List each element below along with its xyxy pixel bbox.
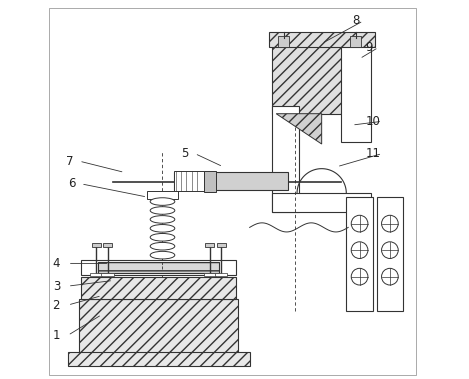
Polygon shape (276, 114, 322, 144)
Text: 4: 4 (53, 257, 60, 270)
Circle shape (382, 242, 398, 258)
Circle shape (351, 242, 368, 258)
Bar (68, 352, 250, 366)
Bar (204, 171, 216, 192)
Text: 5: 5 (182, 147, 189, 160)
Bar (101, 273, 113, 276)
Bar (91, 243, 101, 247)
Circle shape (382, 215, 398, 232)
Bar (272, 193, 371, 212)
Bar (272, 45, 348, 114)
Ellipse shape (150, 216, 175, 223)
Circle shape (351, 268, 368, 285)
Ellipse shape (150, 251, 175, 259)
Bar (103, 243, 112, 247)
Text: 2: 2 (53, 299, 60, 312)
Text: 1: 1 (53, 329, 60, 342)
Bar (215, 273, 227, 276)
Ellipse shape (150, 224, 175, 232)
Text: 10: 10 (365, 115, 380, 128)
Bar (205, 243, 214, 247)
Bar (147, 191, 178, 199)
Text: 7: 7 (66, 155, 73, 168)
Bar (269, 32, 375, 47)
Text: 11: 11 (365, 147, 380, 160)
Ellipse shape (150, 198, 175, 205)
Bar (340, 44, 371, 142)
Ellipse shape (150, 243, 175, 250)
Bar (272, 106, 299, 212)
Text: 8: 8 (352, 14, 359, 27)
Bar (81, 260, 236, 275)
Ellipse shape (150, 233, 175, 241)
Bar (217, 243, 226, 247)
Bar (90, 273, 102, 276)
Bar (377, 197, 403, 311)
Circle shape (351, 215, 368, 232)
Bar (81, 277, 236, 299)
Ellipse shape (150, 207, 175, 214)
Text: 9: 9 (365, 41, 373, 54)
Bar (79, 299, 238, 356)
Bar (346, 197, 373, 311)
Bar (174, 171, 204, 191)
Bar (204, 273, 216, 276)
Bar (98, 262, 219, 273)
Bar (350, 36, 362, 47)
Bar (278, 36, 289, 47)
Circle shape (382, 268, 398, 285)
Bar (174, 172, 287, 190)
Text: 3: 3 (53, 280, 60, 293)
Text: 6: 6 (68, 177, 76, 190)
